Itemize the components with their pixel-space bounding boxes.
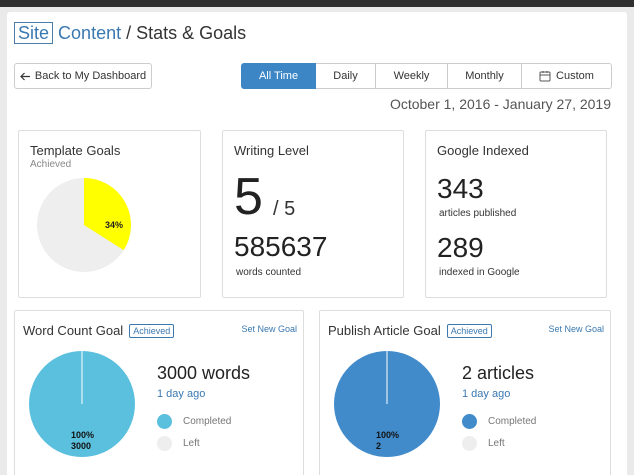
achieved-badge: Achieved bbox=[446, 323, 492, 338]
legend-left: Left bbox=[462, 436, 505, 451]
pie-achieved-slice bbox=[84, 178, 131, 251]
legend-completed: Completed bbox=[462, 414, 536, 429]
indexed-label: indexed in Google bbox=[439, 267, 520, 278]
tab-monthly[interactable]: Monthly bbox=[448, 63, 522, 89]
writing-level-max: / 5 bbox=[273, 198, 296, 220]
page-title-text: / Stats & Goals bbox=[121, 23, 247, 43]
pie-percent-label: 100% bbox=[71, 430, 94, 440]
back-to-dashboard-button[interactable]: Back to My Dashboard bbox=[14, 63, 152, 89]
card-title: Publish Article Goal bbox=[328, 323, 441, 338]
set-new-goal-link[interactable]: Set New Goal bbox=[241, 324, 297, 334]
set-new-goal-link[interactable]: Set New Goal bbox=[548, 324, 604, 334]
template-goals-pie: 34% bbox=[37, 178, 131, 272]
pie-value-label: 2 bbox=[376, 441, 381, 451]
card-title: Writing Level bbox=[234, 143, 309, 158]
tab-label: All Time bbox=[258, 70, 299, 82]
brand-logo-word[interactable]: Content bbox=[58, 23, 122, 43]
tab-custom[interactable]: Custom bbox=[522, 63, 612, 89]
tab-daily[interactable]: Daily bbox=[316, 63, 376, 89]
legend-swatch bbox=[462, 436, 477, 451]
google-indexed-card: Google Indexed 343 articles published 28… bbox=[425, 130, 607, 298]
goal-timestamp: 1 day ago bbox=[462, 388, 511, 400]
pie-percent-label: 34% bbox=[105, 220, 123, 230]
words-counted-label: words counted bbox=[236, 267, 302, 278]
card-title: Template Goals bbox=[30, 143, 121, 158]
page-title: Site Content / Stats & Goals bbox=[14, 22, 246, 44]
legend-completed: Completed bbox=[157, 414, 231, 429]
tab-all-time[interactable]: All Time bbox=[241, 63, 316, 89]
achieved-badge: Achieved bbox=[129, 323, 175, 338]
arrow-left-icon bbox=[20, 72, 30, 80]
goal-headline: 2 articles bbox=[462, 363, 535, 383]
legend-label: Left bbox=[488, 438, 505, 449]
legend-label: Completed bbox=[183, 416, 232, 427]
brand-logo-box[interactable]: Site bbox=[14, 22, 54, 44]
pie-value-label: 3000 bbox=[71, 441, 91, 451]
word-count-goal-card: Word Count Goal Achieved Set New Goal 10… bbox=[14, 310, 304, 475]
indexed-value: 289 bbox=[437, 232, 484, 263]
publish-article-pie: 100% 2 bbox=[334, 351, 440, 457]
card-header: Word Count Goal Achieved bbox=[23, 323, 175, 338]
legend-swatch bbox=[157, 414, 172, 429]
legend-swatch bbox=[462, 414, 477, 429]
writing-level-card: Writing Level 5 / 5 585637 words counted bbox=[222, 130, 404, 298]
articles-published-value: 343 bbox=[437, 173, 484, 204]
time-range-tabs: All Time Daily Weekly Monthly Custom bbox=[241, 63, 612, 89]
pie-percent-label: 100% bbox=[376, 430, 399, 440]
tab-label: Weekly bbox=[393, 70, 430, 82]
tab-label: Daily bbox=[333, 70, 358, 82]
legend-swatch bbox=[157, 436, 172, 451]
card-header: Publish Article Goal Achieved bbox=[328, 323, 492, 338]
tab-label: Monthly bbox=[465, 70, 504, 82]
template-goals-card: Template Goals Achieved 34% bbox=[18, 130, 201, 298]
legend-left: Left bbox=[157, 436, 200, 451]
back-button-label: Back to My Dashboard bbox=[34, 70, 147, 82]
goal-headline: 3000 words bbox=[157, 363, 251, 383]
writing-level-value: 5 bbox=[234, 168, 263, 226]
words-counted-value: 585637 bbox=[234, 231, 328, 262]
card-subtitle: Achieved bbox=[30, 159, 72, 170]
stats-page: Site Content / Stats & Goals Back to My … bbox=[7, 12, 627, 475]
goal-timestamp: 1 day ago bbox=[157, 388, 206, 400]
legend-label: Completed bbox=[488, 416, 537, 427]
articles-published-label: articles published bbox=[439, 208, 517, 219]
date-range-label: October 1, 2016 - January 27, 2019 bbox=[389, 96, 611, 112]
publish-article-goal-card: Publish Article Goal Achieved Set New Go… bbox=[319, 310, 611, 475]
legend-label: Left bbox=[183, 438, 200, 449]
tab-label: Custom bbox=[556, 70, 594, 82]
word-count-pie: 100% 3000 bbox=[29, 351, 135, 457]
calendar-icon bbox=[539, 71, 551, 82]
tab-weekly[interactable]: Weekly bbox=[376, 63, 448, 89]
card-title: Word Count Goal bbox=[23, 323, 124, 338]
window-top-bar bbox=[0, 0, 634, 7]
card-title: Google Indexed bbox=[437, 143, 529, 158]
